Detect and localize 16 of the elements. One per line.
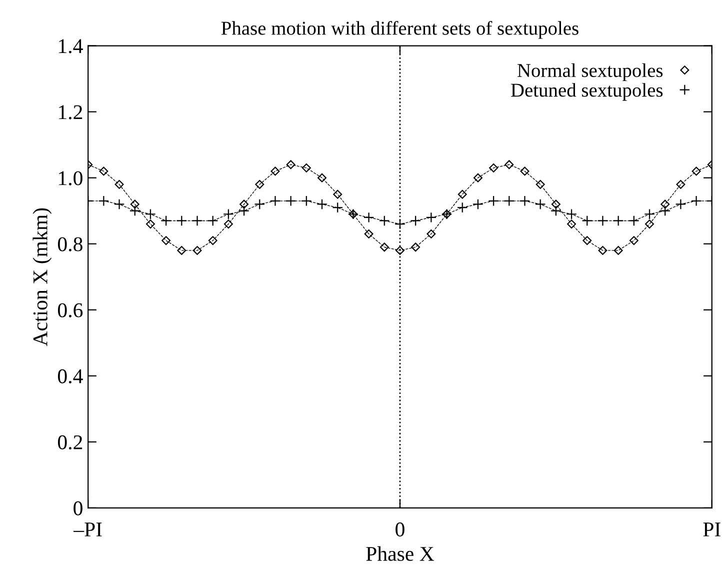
y-tick-label: 0.2 xyxy=(58,435,82,450)
chart-title: Phase motion with different sets of sextupoles xyxy=(221,20,578,39)
y-tick-label: 1.4 xyxy=(59,39,83,54)
x-tick-label: –PI xyxy=(73,522,102,536)
y-tick-label: 0 xyxy=(74,501,82,516)
x-axis-title: Phase X xyxy=(366,546,434,561)
y-tick-label: 1.2 xyxy=(59,105,82,120)
y-tick-label: 0.8 xyxy=(58,237,82,252)
x-tick-label: PI xyxy=(703,522,720,536)
y-tick-label: 0.6 xyxy=(58,303,83,318)
x-tick-label: 0 xyxy=(396,522,404,536)
y-tick-label: 0.4 xyxy=(58,369,83,384)
y-tick-label: 1.0 xyxy=(59,171,82,186)
legend-label: Normal sextupoles xyxy=(517,63,663,82)
legend-label: Detuned sextupoles xyxy=(511,83,663,101)
y-axis-title: Action X (mkm) xyxy=(32,208,52,346)
